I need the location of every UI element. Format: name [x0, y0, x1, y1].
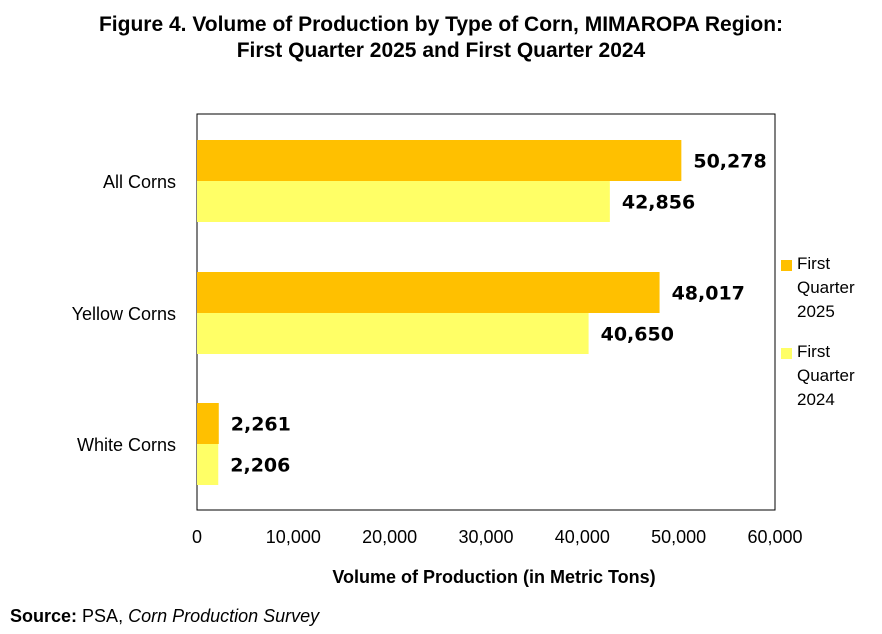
bar-white-corns-series-1	[197, 444, 219, 485]
data-label-yellow-corns-series-0: 48,017	[672, 283, 745, 305]
source-note: Source: PSA, Corn Production Survey	[10, 606, 319, 627]
legend-swatch-2025	[781, 260, 792, 271]
data-label-all-corns-series-1: 42,856	[622, 192, 695, 214]
category-label-all-corns: All Corns	[103, 172, 176, 192]
legend-swatch-2024	[781, 348, 792, 359]
x-tick-label-3: 30,000	[458, 527, 513, 547]
x-axis-title: Volume of Production (in Metric Tons)	[332, 567, 655, 587]
bar-all-corns-series-1	[197, 181, 610, 222]
data-label-white-corns-series-0: 2,261	[231, 414, 291, 436]
x-tick-label-5: 50,000	[651, 527, 706, 547]
x-tick-label-6: 60,000	[747, 527, 802, 547]
legend-item-2024: First Quarter 2024	[781, 340, 877, 412]
bar-white-corns-series-0	[197, 403, 219, 444]
x-tick-label-2: 20,000	[362, 527, 417, 547]
bar-yellow-corns-series-0	[197, 272, 660, 313]
bar-all-corns-series-0	[197, 140, 682, 181]
legend-label-2025: First Quarter 2025	[797, 254, 855, 321]
chart-title-line-1: Figure 4. Volume of Production by Type o…	[98, 13, 784, 36]
bar-yellow-corns-series-1	[197, 313, 589, 354]
chart-title: Figure 4. Volume of Production by Type o…	[0, 12, 882, 64]
x-tick-label-4: 40,000	[555, 527, 610, 547]
data-label-yellow-corns-series-1: 40,650	[601, 324, 674, 346]
source-survey: Corn Production Survey	[128, 606, 320, 626]
source-org: PSA,	[82, 606, 124, 626]
source-label: Source:	[10, 606, 78, 626]
legend-label-2024: First Quarter 2024	[797, 342, 855, 409]
chart-title-line-2: First Quarter 2025 and First Quarter 202…	[236, 39, 646, 62]
chart-legend: First Quarter 2025 First Quarter 2024	[781, 252, 877, 428]
data-label-all-corns-series-0: 50,278	[693, 151, 766, 173]
x-tick-label-1: 10,000	[266, 527, 321, 547]
data-label-white-corns-series-1: 2,206	[230, 455, 290, 477]
x-tick-label-0: 0	[192, 527, 202, 547]
category-label-white-corns: White Corns	[77, 435, 176, 455]
legend-item-2025: First Quarter 2025	[781, 252, 877, 324]
category-label-yellow-corns: Yellow Corns	[72, 304, 176, 324]
